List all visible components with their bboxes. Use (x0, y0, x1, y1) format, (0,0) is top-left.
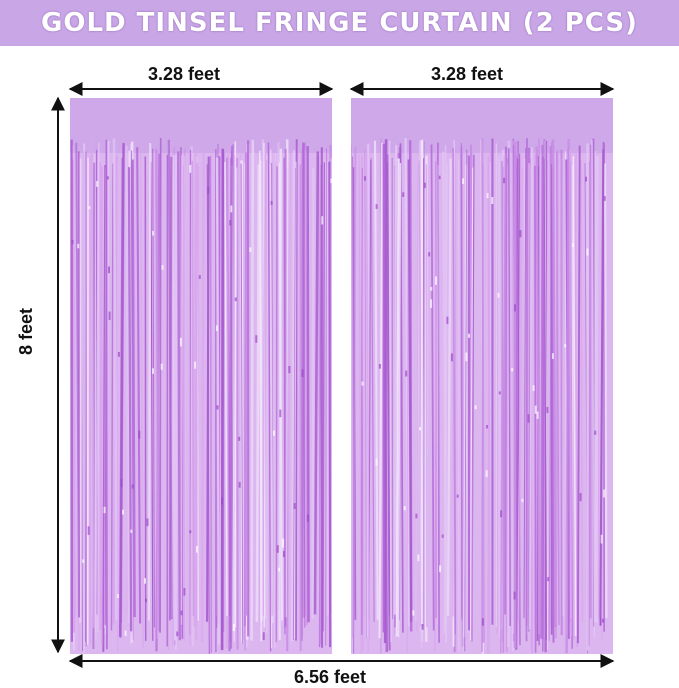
dimension-arrows (0, 0, 679, 687)
